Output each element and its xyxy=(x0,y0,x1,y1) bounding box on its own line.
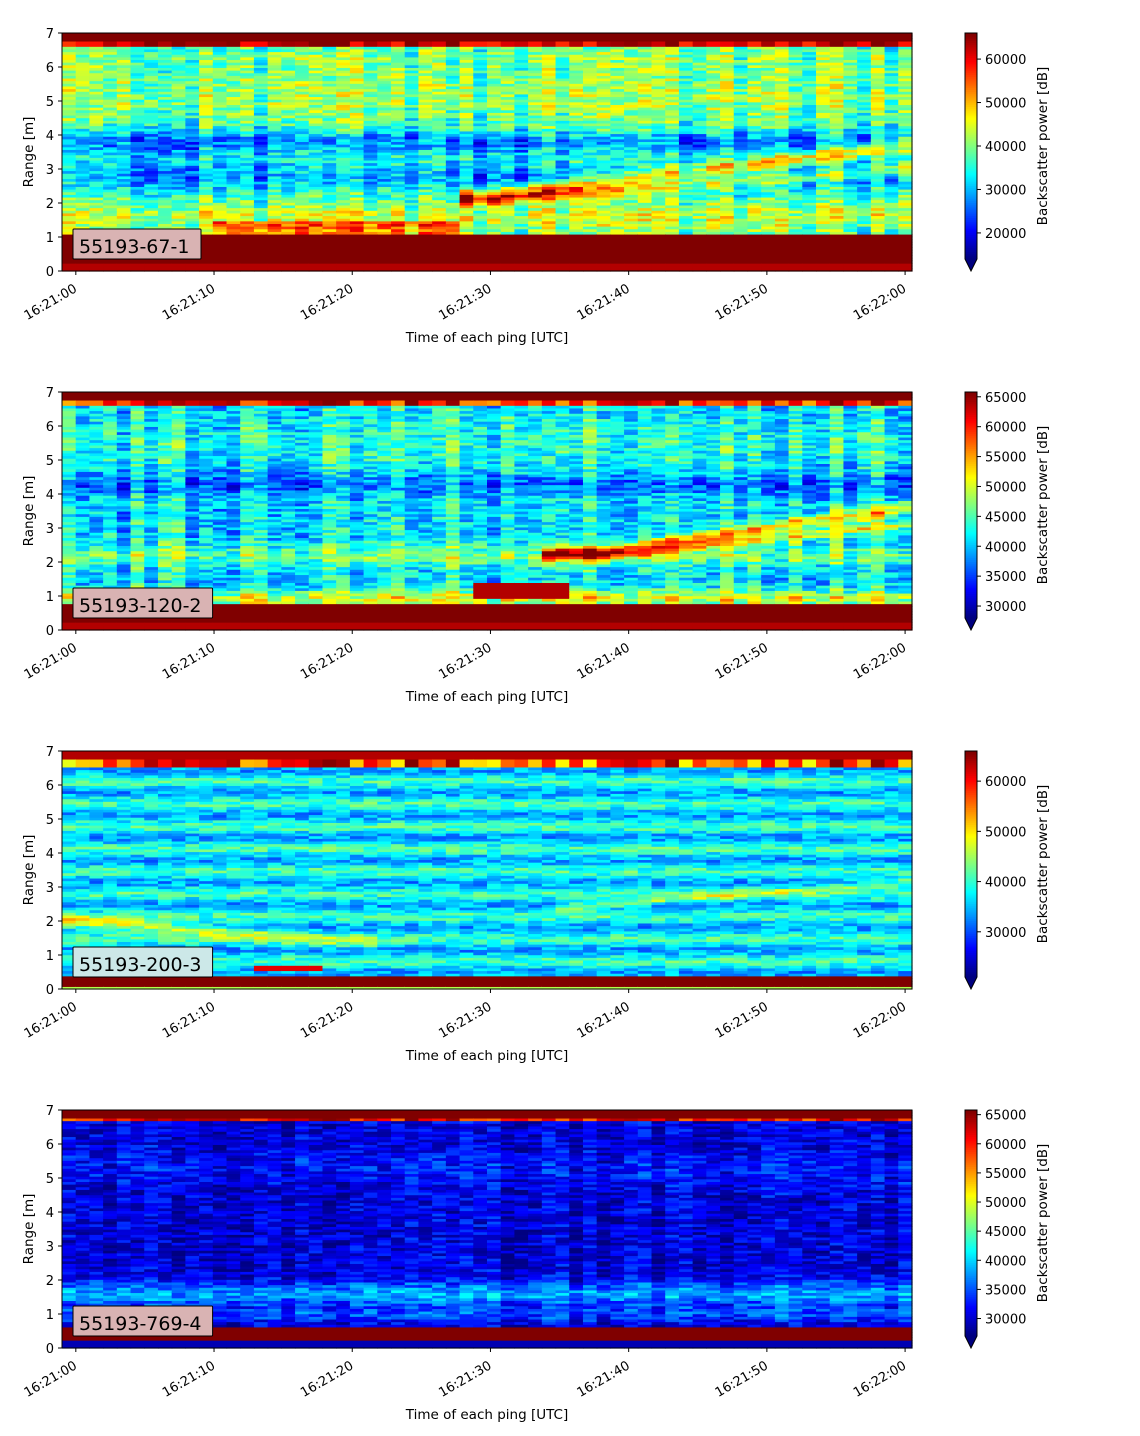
panel-1: 0123456716:21:00 16:21:10 16:21:20 16:21:30… xyxy=(21,27,1051,346)
